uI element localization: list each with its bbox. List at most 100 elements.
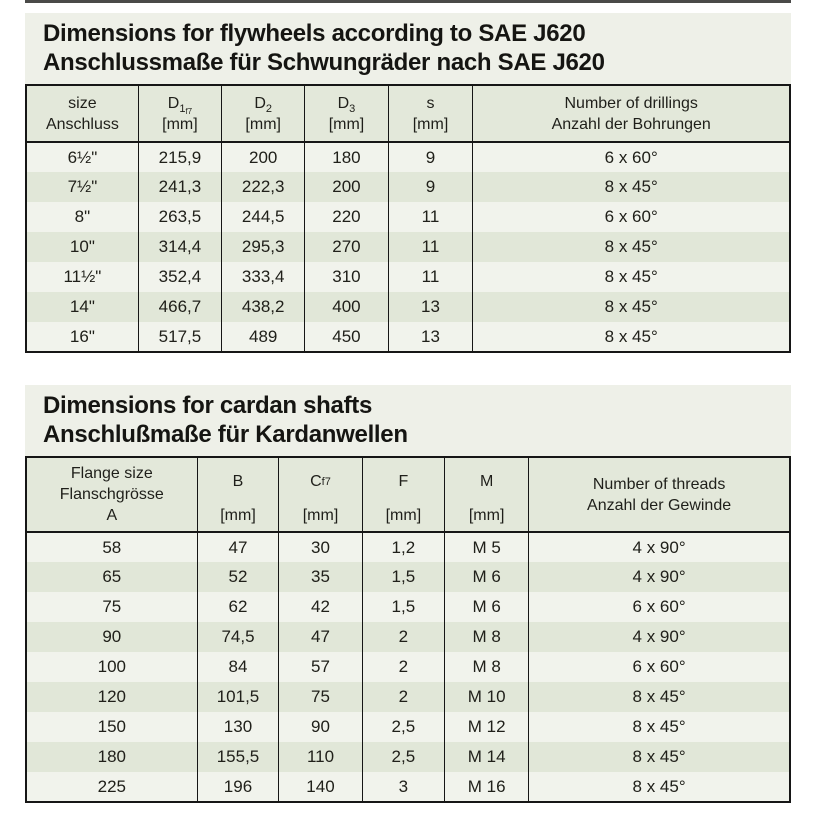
- cardan-title-box: Dimensions for cardan shafts Anschlußmaß…: [25, 385, 791, 456]
- cell: 110: [278, 742, 363, 772]
- cell: 3: [361, 772, 445, 802]
- cell: 225: [97, 776, 126, 796]
- cell: 11: [387, 202, 473, 232]
- table-row: 120 101,5 75 2 M 10 8 x 45°: [26, 682, 790, 712]
- cell: 270: [304, 232, 389, 262]
- cell: 222,3: [221, 172, 305, 202]
- table-row: 100 84 57 2 M 8 6 x 60°: [26, 652, 790, 682]
- cell: 352,4: [137, 262, 222, 292]
- cell: 13: [387, 322, 473, 352]
- cell: 2: [361, 682, 445, 712]
- table-row: 7½" 241,3 222,3 200 9 8 x 45°: [26, 172, 790, 202]
- cell: 65: [26, 562, 198, 592]
- cell: 8 x 45°: [528, 682, 790, 712]
- cell: 30: [278, 532, 363, 562]
- cell: 47: [196, 532, 279, 562]
- cell: 11: [387, 232, 473, 262]
- cell: 8 x 45°: [472, 262, 790, 292]
- cell: 180: [304, 142, 389, 172]
- cell: 8 x 45°: [528, 742, 790, 772]
- section-gap: [25, 353, 791, 385]
- cell: 2: [361, 622, 445, 652]
- cell: 10": [26, 232, 139, 262]
- cell: 241,3: [137, 172, 222, 202]
- cell: 6 x 60°: [528, 652, 790, 682]
- cell: 310: [304, 262, 389, 292]
- header-f: F [mm]: [361, 457, 445, 533]
- cell: 200: [304, 172, 389, 202]
- cell: 6 x 60°: [472, 142, 790, 172]
- cell: 13: [387, 292, 473, 322]
- cell: M 8: [444, 652, 529, 682]
- cell: 466,7: [137, 292, 222, 322]
- cell: 8 x 45°: [472, 292, 790, 322]
- cell: 9: [387, 142, 473, 172]
- document: Dimensions for flywheels according to SA…: [25, 13, 791, 803]
- cell: 1,2: [361, 532, 445, 562]
- flywheel-title-box: Dimensions for flywheels according to SA…: [25, 13, 791, 84]
- cell: 57: [278, 652, 363, 682]
- table-row: 65 52 35 1,5 M 6 4 x 90°: [26, 562, 790, 592]
- header-s: s [mm]: [387, 85, 473, 143]
- cell: 333,4: [221, 262, 305, 292]
- cell: M 10: [444, 682, 529, 712]
- cell: M 6: [444, 562, 529, 592]
- header-flange-size: Flange size Flanschgrösse A: [26, 457, 198, 533]
- cell: 8 x 45°: [472, 172, 790, 202]
- cell: 314,4: [137, 232, 222, 262]
- cell: 155,5: [196, 742, 279, 772]
- cell: 62: [196, 592, 279, 622]
- header-d3: D3 [mm]: [304, 85, 389, 143]
- cell: 1,5: [361, 562, 445, 592]
- cell: M 14: [444, 742, 529, 772]
- cell: 215,9: [137, 142, 222, 172]
- table-row: 58 47 30 1,2 M 5 4 x 90°: [26, 532, 790, 562]
- flywheel-table: size Anschluss D1f7 [mm] D2 [mm] D3 [mm]…: [25, 84, 791, 353]
- header-threads: Number of threads Anzahl der Gewinde: [528, 457, 790, 533]
- cell: 517,5: [137, 322, 222, 352]
- table-row: 16" 517,5 489 450 13 8 x 45°: [26, 322, 790, 352]
- cell: 9: [387, 172, 473, 202]
- table-row: 10" 314,4 295,3 270 11 8 x 45°: [26, 232, 790, 262]
- table-row: 14" 466,7 438,2 400 13 8 x 45°: [26, 292, 790, 322]
- cell: 101,5: [196, 682, 279, 712]
- cell: 150: [97, 717, 126, 736]
- table-row: 8" 263,5 244,5 220 11 6 x 60°: [26, 202, 790, 232]
- top-crop-line: [25, 0, 791, 3]
- table-row: 150 130 90 2,5 M 12 8 x 45°: [26, 712, 790, 742]
- cell: 90: [26, 622, 198, 652]
- cell: 2,5: [361, 712, 445, 742]
- cell: 75: [102, 597, 122, 616]
- cell: 1,5: [361, 592, 445, 622]
- table-row: 180 155,5 110 2,5 M 14 8 x 45°: [26, 742, 790, 772]
- header-drillings: Number of drillings Anzahl der Bohrungen: [472, 85, 790, 143]
- flywheel-title-de: Anschlussmaße für Schwungräder nach SAE …: [43, 49, 605, 76]
- flywheel-title-en: Dimensions for flywheels according to SA…: [43, 20, 586, 47]
- cell: 8 x 45°: [472, 232, 790, 262]
- cell: 130: [196, 712, 279, 742]
- cardan-title-de: Anschlußmaße für Kardanwellen: [43, 421, 408, 448]
- table-row: 90 74,5 47 2 M 8 4 x 90°: [26, 622, 790, 652]
- header-m: M [mm]: [444, 457, 529, 533]
- cell: 8 x 45°: [472, 322, 790, 352]
- cell: 75: [278, 682, 363, 712]
- header-d2: D2 [mm]: [221, 85, 305, 143]
- cell: 6 x 60°: [472, 202, 790, 232]
- cell: 8 x 45°: [528, 712, 790, 742]
- cell: 295,3: [221, 232, 305, 262]
- cell: 14": [26, 292, 139, 322]
- table-row: 11½" 352,4 333,4 310 11 8 x 45°: [26, 262, 790, 292]
- cell: 8": [74, 207, 91, 226]
- cell: 450: [304, 322, 389, 352]
- cell: 6½": [67, 147, 98, 167]
- cell: 4 x 90°: [528, 532, 790, 562]
- cell: M 6: [444, 592, 529, 622]
- header-d1: D1f7 [mm]: [137, 85, 222, 143]
- cell: 120: [26, 682, 198, 712]
- cell: 11½": [63, 267, 102, 286]
- cell: 16": [69, 326, 95, 346]
- cell: 263,5: [137, 202, 222, 232]
